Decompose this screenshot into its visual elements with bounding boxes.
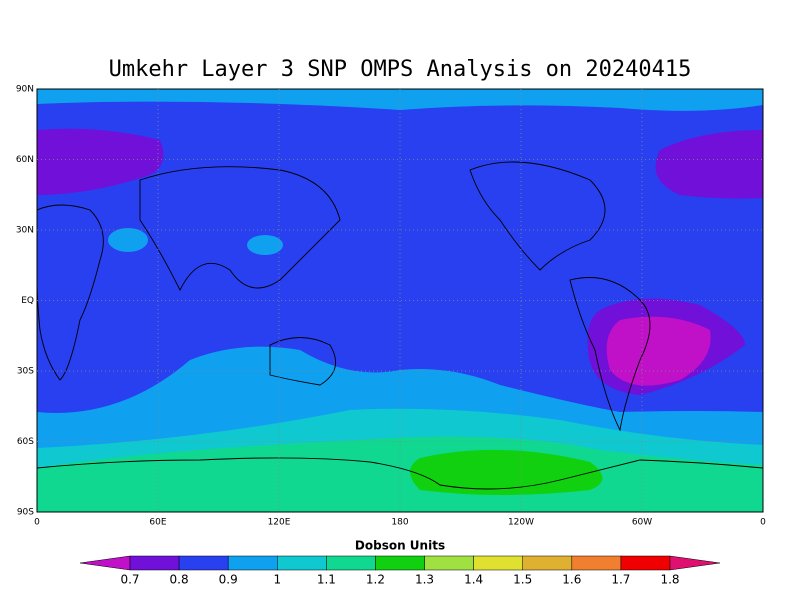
colorbar-segment [571, 555, 622, 571]
lat-label: 30N [16, 226, 34, 236]
colorbar-tick-label: 1.3 [415, 573, 434, 587]
colorbar-segment [473, 555, 523, 571]
colorbar-tick-label: 1.6 [562, 573, 581, 587]
contour-0.9 [247, 235, 283, 255]
contour-0.8 [655, 130, 763, 199]
colorbar-segment [227, 555, 278, 571]
contour-1.2 [410, 449, 603, 495]
title: Umkehr Layer 3 SNP OMPS Analysis on 2024… [109, 57, 692, 82]
lon-label: 60E [149, 518, 166, 528]
colorbar-segment [129, 555, 180, 571]
colorbar-tick-label: 1.5 [513, 573, 532, 587]
colorbar-tick-label: 1.2 [366, 573, 385, 587]
lon-label: 180 [391, 518, 408, 528]
colorbar-segment [178, 555, 229, 571]
lon-label: 0 [34, 518, 40, 528]
lat-label: 60N [16, 155, 34, 165]
lat-label: 60S [17, 437, 34, 447]
contour-0.7 [606, 316, 711, 386]
lat-label: 90N [16, 85, 34, 95]
colorbar: 0.7 0.8 0.9 1 1.1 1.2 1.3 1.4 1.5 1.6 1.7 1.8 [79, 555, 721, 587]
contour-1.1 [37, 436, 763, 512]
lat-label: EQ [21, 296, 34, 306]
colorbar-tick-label: 1 [273, 573, 281, 587]
colorbar-segment [326, 555, 376, 571]
colorbar-tick-label: 1.7 [611, 573, 630, 587]
colorbar-tick-label: 1.8 [660, 573, 679, 587]
colorbar-tick-label: 1.1 [317, 573, 336, 587]
contour-0.9 [37, 89, 763, 111]
contour-0.8 [37, 128, 164, 195]
colorbar-tick-label: 0.9 [219, 573, 238, 587]
colorbar-segment [620, 555, 671, 571]
colorbar-label: Dobson Units [355, 539, 445, 553]
colorbar-segment [277, 555, 327, 571]
lon-label: 60W [632, 518, 652, 528]
lon-label: 0 [760, 518, 766, 528]
colorbar-segment [375, 555, 425, 571]
lat-label: 90S [17, 508, 34, 518]
lat-label: 30S [17, 367, 34, 377]
colorbar-tick-label: 1.4 [464, 573, 483, 587]
lon-label: 120W [508, 518, 534, 528]
contour-0.9 [108, 228, 148, 252]
colorbar-tick-label: 0.7 [120, 573, 139, 587]
colorbar-tick-label: 0.8 [170, 573, 189, 587]
lon-label: 120E [268, 518, 291, 528]
colorbar-segment [424, 555, 474, 571]
colorbar-extend-high [669, 555, 721, 571]
colorbar-extend-low [79, 555, 131, 571]
coastlines [37, 161, 763, 490]
colorbar-segment [522, 555, 573, 571]
